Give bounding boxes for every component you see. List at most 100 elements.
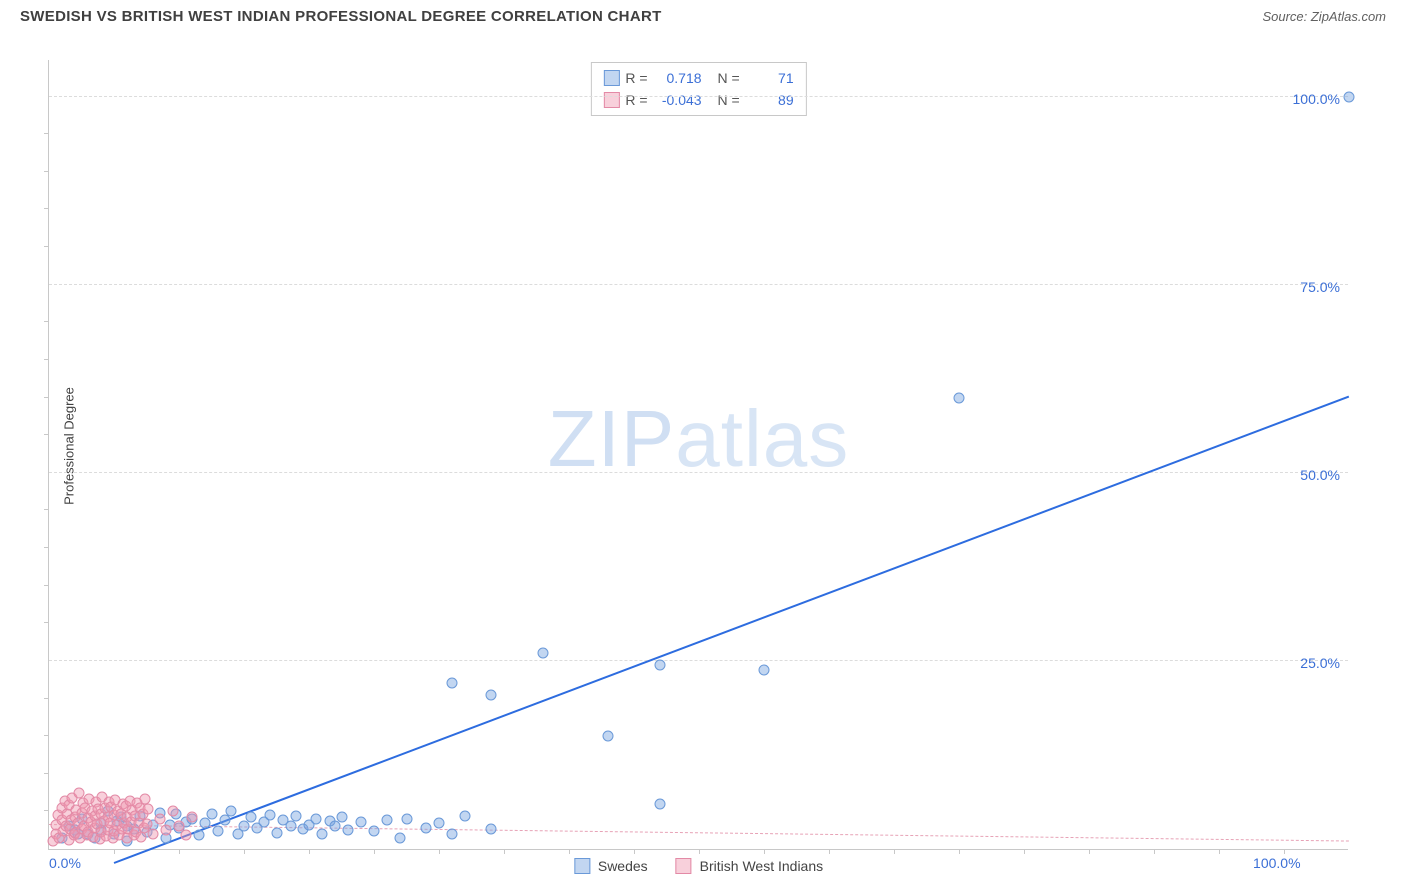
data-point-bwi [148, 828, 159, 839]
y-tick [44, 735, 49, 736]
data-point-swedes [401, 813, 412, 824]
legend-label-bwi: British West Indians [700, 858, 823, 874]
data-point-swedes [245, 811, 256, 822]
y-tick [44, 133, 49, 134]
r-value-swedes: 0.718 [654, 67, 702, 89]
data-point-swedes [285, 821, 296, 832]
data-point-swedes [1344, 91, 1355, 102]
x-tick [309, 849, 310, 854]
data-point-swedes [291, 810, 302, 821]
data-point-swedes [382, 815, 393, 826]
legend-label-swedes: Swedes [598, 858, 648, 874]
swatch-swedes [603, 70, 619, 86]
stats-legend-box: R = 0.718 N = 71 R = -0.043 N = 89 [590, 62, 806, 116]
x-tick [1284, 849, 1285, 854]
data-point-swedes [447, 678, 458, 689]
y-tick [44, 698, 49, 699]
data-point-swedes [369, 825, 380, 836]
data-point-swedes [343, 825, 354, 836]
data-point-swedes [310, 813, 321, 824]
data-point-bwi [73, 787, 84, 798]
data-point-swedes [486, 689, 497, 700]
gridline [49, 284, 1348, 285]
y-tick [44, 434, 49, 435]
data-point-swedes [655, 659, 666, 670]
x-axis-min-label: 0.0% [49, 855, 81, 871]
data-point-bwi [140, 793, 151, 804]
data-point-swedes [486, 824, 497, 835]
data-point-swedes [954, 392, 965, 403]
x-tick [1154, 849, 1155, 854]
y-tick [44, 397, 49, 398]
data-point-swedes [655, 798, 666, 809]
data-point-bwi [154, 813, 165, 824]
gridline [49, 660, 1348, 661]
x-tick [1089, 849, 1090, 854]
y-tick-label: 75.0% [1300, 279, 1340, 295]
data-point-swedes [317, 828, 328, 839]
chart-title: SWEDISH VS BRITISH WEST INDIAN PROFESSIO… [20, 8, 662, 25]
data-point-swedes [460, 810, 471, 821]
n-value-bwi: 89 [746, 89, 794, 111]
x-tick [829, 849, 830, 854]
x-tick [179, 849, 180, 854]
data-point-swedes [213, 825, 224, 836]
data-point-swedes [421, 822, 432, 833]
data-point-swedes [206, 809, 217, 820]
x-axis-max-label: 100.0% [1253, 855, 1300, 871]
n-label: N = [717, 89, 739, 111]
data-point-bwi [167, 806, 178, 817]
trend-line-swedes [114, 396, 1350, 864]
data-point-swedes [271, 828, 282, 839]
y-tick [44, 547, 49, 548]
stats-row-bwi: R = -0.043 N = 89 [603, 89, 793, 111]
scatter-chart: ZIPatlas R = 0.718 N = 71 R = -0.043 N =… [48, 60, 1348, 850]
data-point-bwi [161, 825, 172, 836]
data-point-swedes [538, 648, 549, 659]
gridline [49, 96, 1348, 97]
y-tick [44, 171, 49, 172]
source-label: Source: ZipAtlas.com [1262, 9, 1386, 24]
x-tick [894, 849, 895, 854]
data-point-swedes [447, 828, 458, 839]
stats-row-swedes: R = 0.718 N = 71 [603, 67, 793, 89]
r-label: R = [625, 89, 647, 111]
y-tick-label: 50.0% [1300, 467, 1340, 483]
swatch-swedes-icon [574, 858, 590, 874]
x-tick [764, 849, 765, 854]
swatch-bwi-icon [676, 858, 692, 874]
watermark-thin: atlas [675, 394, 849, 483]
data-point-swedes [356, 816, 367, 827]
swatch-bwi [603, 92, 619, 108]
x-tick [439, 849, 440, 854]
x-tick [699, 849, 700, 854]
gridline [49, 472, 1348, 473]
y-tick [44, 585, 49, 586]
x-tick [114, 849, 115, 854]
data-point-swedes [434, 818, 445, 829]
y-tick [44, 773, 49, 774]
x-tick [1219, 849, 1220, 854]
bottom-legend: Swedes British West Indians [574, 858, 823, 874]
data-point-swedes [603, 731, 614, 742]
x-tick [1024, 849, 1025, 854]
y-tick [44, 622, 49, 623]
y-tick [44, 509, 49, 510]
data-point-swedes [226, 806, 237, 817]
data-point-bwi [187, 812, 198, 823]
x-tick [959, 849, 960, 854]
y-tick-label: 25.0% [1300, 655, 1340, 671]
x-tick [569, 849, 570, 854]
y-tick [44, 321, 49, 322]
x-tick [374, 849, 375, 854]
data-point-swedes [193, 830, 204, 841]
y-tick [44, 208, 49, 209]
r-label: R = [625, 67, 647, 89]
legend-item-swedes: Swedes [574, 858, 648, 874]
data-point-bwi [180, 830, 191, 841]
legend-item-bwi: British West Indians [676, 858, 823, 874]
data-point-swedes [336, 812, 347, 823]
watermark-bold: ZIP [548, 394, 675, 483]
y-tick-label: 100.0% [1293, 91, 1340, 107]
data-point-swedes [395, 832, 406, 843]
